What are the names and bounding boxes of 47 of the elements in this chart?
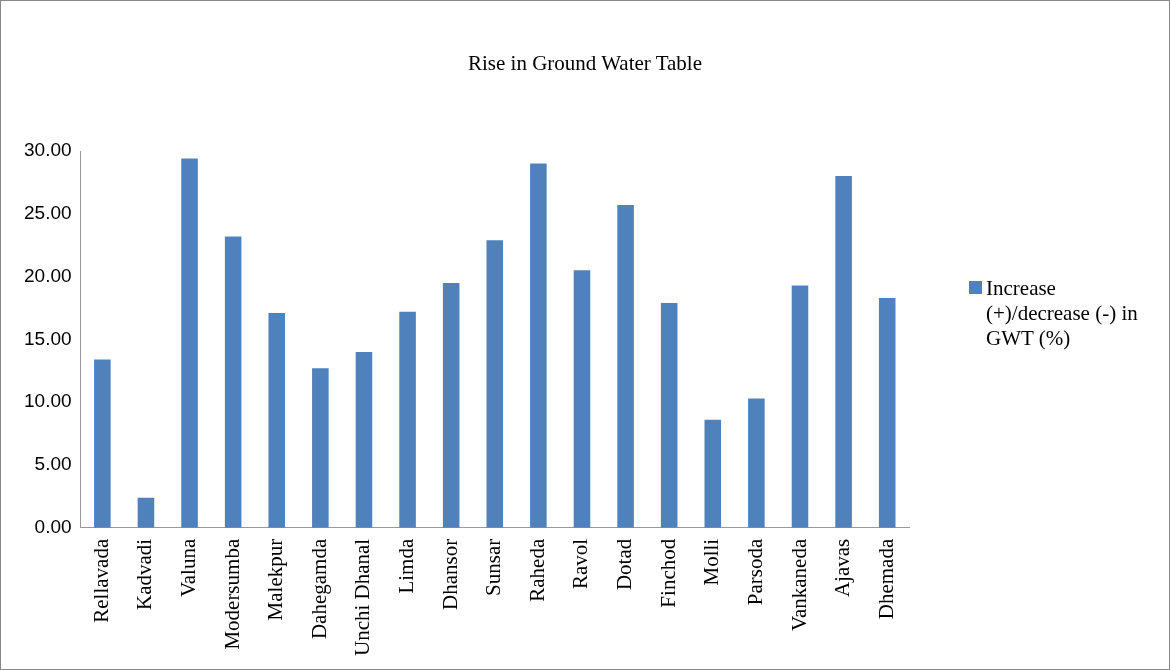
x-tick-label: Finchod <box>655 538 680 608</box>
bar <box>224 236 242 528</box>
x-tick-label: Dhansor <box>437 538 462 610</box>
x-tick-label: Modersumba <box>219 538 244 650</box>
x-tick-label: Dotad <box>612 538 637 591</box>
bar <box>530 163 547 528</box>
bar <box>442 282 460 528</box>
bar <box>660 302 678 528</box>
bar <box>268 313 286 528</box>
x-tick-label: Raheda <box>524 538 549 602</box>
y-tick-label: 15.00 <box>24 327 72 349</box>
x-tick-label: Ravol <box>568 538 593 589</box>
bar <box>878 297 896 528</box>
x-tick-label: Kadvadi <box>132 538 157 610</box>
x-tick-label: Molli <box>699 538 724 586</box>
bar <box>399 311 416 528</box>
y-tick-label: 0.00 <box>34 516 72 538</box>
chart-title: Rise in Ground Water Table <box>467 51 703 76</box>
x-tick-label: Parsoda <box>742 538 767 606</box>
x-tick-label: Unchi Dhanal <box>350 538 375 657</box>
bar <box>748 398 765 528</box>
bar <box>704 419 722 528</box>
y-tick-label: 20.00 <box>24 264 72 286</box>
x-tick-label: Dahegamda <box>306 538 331 640</box>
y-tick-label: 30.00 <box>24 139 72 161</box>
x-tick-label: Sunsar <box>481 538 506 596</box>
x-tick-label: Malekpur <box>263 538 288 621</box>
x-tick-label: Rellavada <box>88 538 113 623</box>
legend-label: Increase (+)/decrease (-) in GWT (%) <box>986 276 1139 351</box>
bar <box>355 351 373 528</box>
x-tick-label: Ajavas <box>830 538 855 598</box>
bar <box>835 176 852 528</box>
y-tick-label: 10.00 <box>24 390 72 412</box>
bar <box>617 205 634 528</box>
bar <box>94 359 111 528</box>
bar <box>181 158 198 528</box>
y-tick-label: 5.00 <box>34 453 72 475</box>
bar <box>137 497 155 528</box>
x-tick-label: Vankaneda <box>786 538 811 631</box>
x-tick-label: Dhemada <box>873 538 898 620</box>
x-tick-label: Limda <box>394 538 419 594</box>
bar <box>312 368 329 528</box>
bar <box>573 270 591 528</box>
bar <box>486 240 504 528</box>
y-tick-label: 25.00 <box>24 202 72 224</box>
x-tick-label: Valuna <box>176 538 201 598</box>
bar <box>791 285 809 528</box>
